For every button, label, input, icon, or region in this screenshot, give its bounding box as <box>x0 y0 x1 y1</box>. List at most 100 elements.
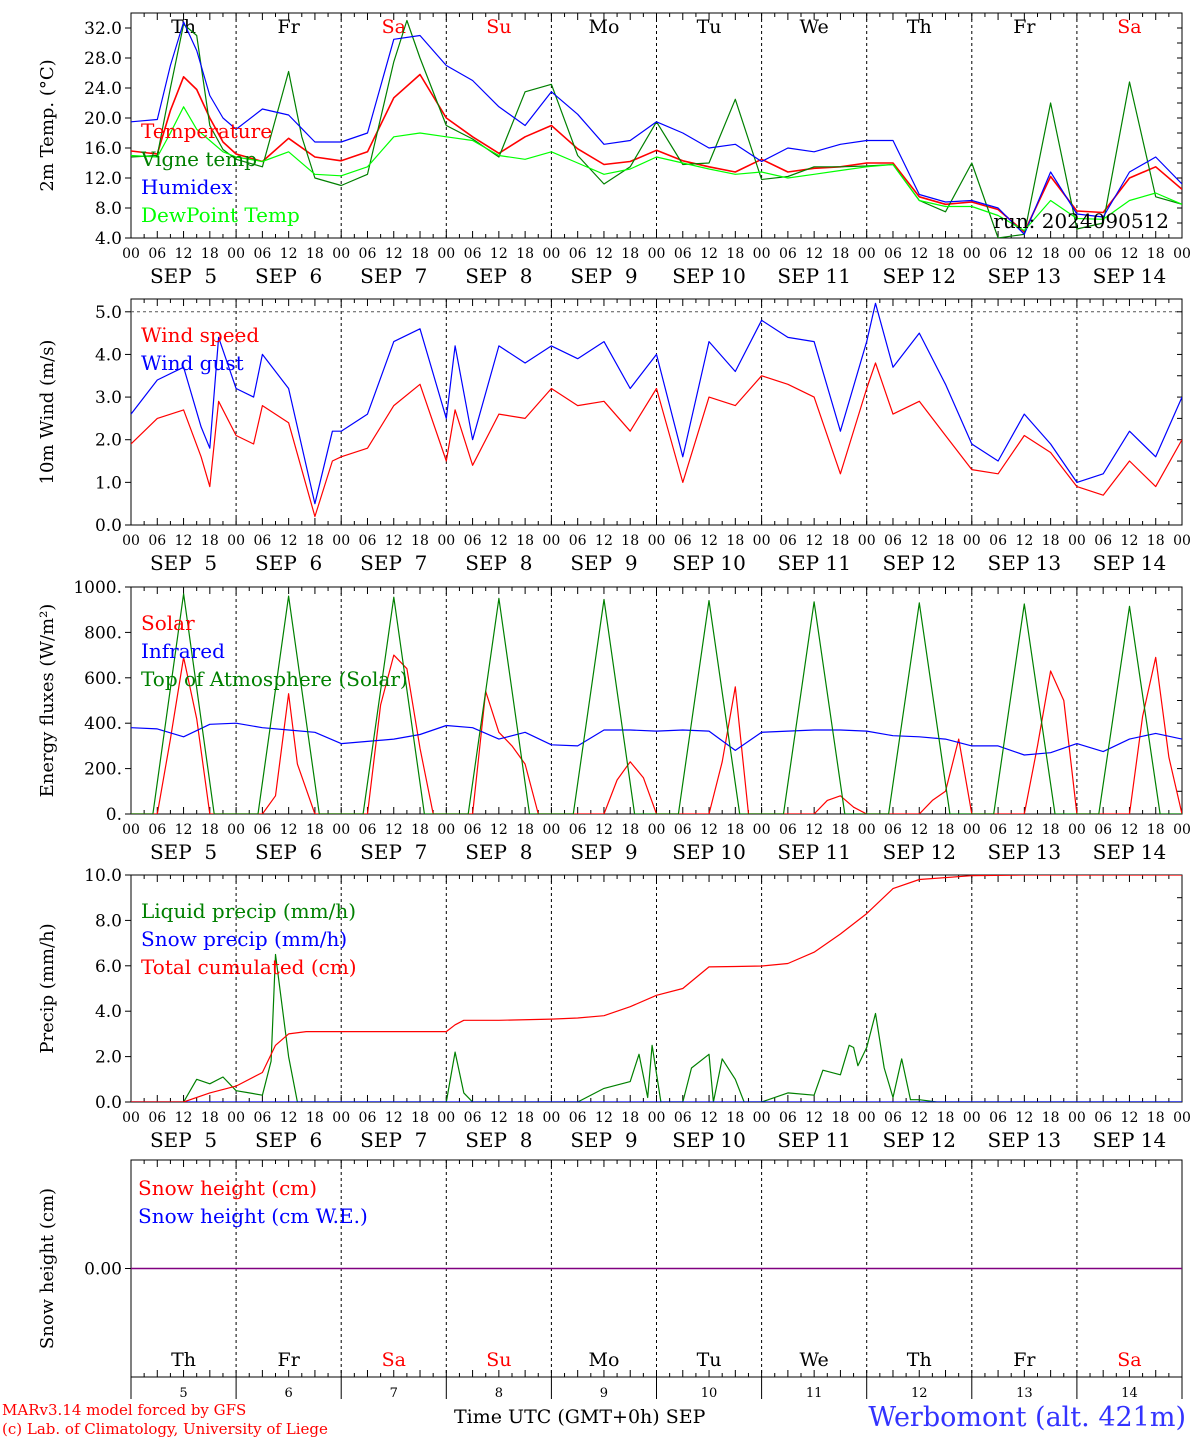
y-tick-label: 400. <box>84 714 122 734</box>
x-hour-label: 06 <box>464 246 482 262</box>
x-hour-label: 12 <box>385 246 403 262</box>
x-hour-label: 00 <box>1068 822 1086 838</box>
x-hour-label: 00 <box>332 533 350 549</box>
x-hour-label: 18 <box>621 533 639 549</box>
station-name: Werbomont (alt. 421m) <box>868 1402 1186 1433</box>
y-tick-label: 8.0 <box>95 199 122 219</box>
x-hour-label: 06 <box>253 1110 271 1126</box>
series-line-humidex <box>131 21 1182 235</box>
x-hour-label: 18 <box>1042 533 1060 549</box>
x-hour-label: 06 <box>148 822 166 838</box>
x-hour-label: 00 <box>122 533 140 549</box>
x-hour-label: 06 <box>884 822 902 838</box>
x-hour-label: 06 <box>569 533 587 549</box>
y-tick-label: 5.0 <box>95 303 122 323</box>
x-hour-label: 18 <box>411 822 429 838</box>
series-line-top-of-atmosphere-solar- <box>131 593 1182 814</box>
x-date-label: SEP 7 <box>360 1128 427 1152</box>
day-number-label: 5 <box>179 1386 187 1401</box>
x-hour-label: 06 <box>1094 822 1112 838</box>
x-hour-label: 18 <box>1147 822 1165 838</box>
x-hour-label: 12 <box>805 1110 823 1126</box>
x-date-label: SEP 14 <box>1093 551 1167 575</box>
y-tick-label: 6.0 <box>95 957 122 977</box>
legend-entry: Snow height (cm W.E.) <box>138 1204 368 1228</box>
x-hour-label: 00 <box>1068 533 1086 549</box>
x-date-label: SEP 13 <box>988 840 1062 864</box>
legend-entry: Infrared <box>141 639 225 663</box>
x-hour-label: 18 <box>937 246 955 262</box>
y-tick-label: 24.0 <box>84 79 122 99</box>
x-hour-label: 00 <box>437 822 455 838</box>
x-hour-label: 00 <box>648 1110 666 1126</box>
x-hour-label: 18 <box>306 1110 324 1126</box>
panel-1: 4.0 8.0 12.0 16.0 20.0 24.0 28.0 32.0 2m Temp. (… <box>37 12 1191 288</box>
y-tick-label: 16.0 <box>84 139 122 159</box>
x-hour-label: 00 <box>963 533 981 549</box>
x-hour-label: 00 <box>542 1110 560 1126</box>
x-hour-label: 18 <box>306 246 324 262</box>
x-date-label: SEP 10 <box>672 551 746 575</box>
x-hour-label: 00 <box>648 246 666 262</box>
x-hour-label: 18 <box>1147 1110 1165 1126</box>
x-date-label: SEP 7 <box>360 840 427 864</box>
day-number-label: 9 <box>600 1386 608 1401</box>
x-hour-label: 00 <box>122 822 140 838</box>
x-date-label: SEP 10 <box>672 264 746 288</box>
x-hour-label: 12 <box>595 1110 613 1126</box>
x-hour-label: 18 <box>201 1110 219 1126</box>
x-hour-label: 00 <box>542 533 560 549</box>
x-hour-label: 12 <box>175 246 193 262</box>
legend-entry: Top of Atmosphere (Solar) <box>141 667 408 691</box>
x-hour-label: 00 <box>227 246 245 262</box>
x-hour-label: 12 <box>1121 1110 1139 1126</box>
x-hour-label: 12 <box>175 1110 193 1126</box>
y-tick-label: 0. <box>106 805 122 825</box>
x-hour-label: 00 <box>227 533 245 549</box>
x-hour-label: 06 <box>884 1110 902 1126</box>
x-hour-label: 06 <box>359 533 377 549</box>
panel-4: 0.0 2.0 4.0 6.0 8.0 10.0 Precip (mm/h) 00 06 12 18… <box>37 866 1191 1152</box>
day-number-label: 10 <box>701 1386 718 1401</box>
x-hour-label: 06 <box>989 822 1007 838</box>
x-hour-label: 00 <box>753 246 771 262</box>
panel-5: 0.00 Snow height (cm) Th Fr Sa Su Mo Tu We Th Fr Sa… <box>37 1159 1183 1401</box>
model-credit: MARv3.14 model forced by GFS <box>2 1401 247 1419</box>
x-hour-label: 12 <box>385 1110 403 1126</box>
x-axis-month: SEP <box>665 1406 706 1428</box>
x-hour-label: 18 <box>726 822 744 838</box>
copyright-credit: (c) Lab. of Climatology, University of L… <box>2 1420 328 1438</box>
x-hour-label: 00 <box>1173 246 1191 262</box>
x-hour-label: 06 <box>674 246 692 262</box>
day-abbr-label: Tu <box>697 1349 722 1371</box>
day-number-label: 14 <box>1121 1386 1138 1401</box>
x-hour-label: 12 <box>595 822 613 838</box>
x-hour-label: 18 <box>726 1110 744 1126</box>
x-hour-label: 06 <box>1094 533 1112 549</box>
series-group <box>131 19 1182 238</box>
x-hour-label: 18 <box>1042 246 1060 262</box>
x-date-label: SEP 14 <box>1093 1128 1167 1152</box>
x-hour-label: 12 <box>910 822 928 838</box>
x-hour-label: 18 <box>937 822 955 838</box>
x-date-label: SEP 10 <box>672 840 746 864</box>
legend-entry: Vigne temp <box>140 147 257 171</box>
series-line-solar <box>131 654 1182 814</box>
x-hour-label: 06 <box>464 533 482 549</box>
x-hour-label: 06 <box>884 533 902 549</box>
x-hour-label: 06 <box>989 533 1007 549</box>
x-hour-label: 12 <box>1015 1110 1033 1126</box>
x-date-label: SEP 9 <box>570 840 637 864</box>
y-tick-label: 4.0 <box>95 1002 122 1022</box>
x-hour-label: 06 <box>884 246 902 262</box>
day-abbr-label: Th <box>907 1349 932 1371</box>
x-hour-label: 00 <box>1068 246 1086 262</box>
x-date-label: SEP 9 <box>570 1128 637 1152</box>
x-date-label: SEP 8 <box>465 1128 532 1152</box>
x-hour-label: 18 <box>621 246 639 262</box>
x-hour-label: 18 <box>411 533 429 549</box>
x-hour-label: 06 <box>569 822 587 838</box>
series-group <box>131 593 1182 814</box>
y-tick-label: 600. <box>84 669 122 689</box>
